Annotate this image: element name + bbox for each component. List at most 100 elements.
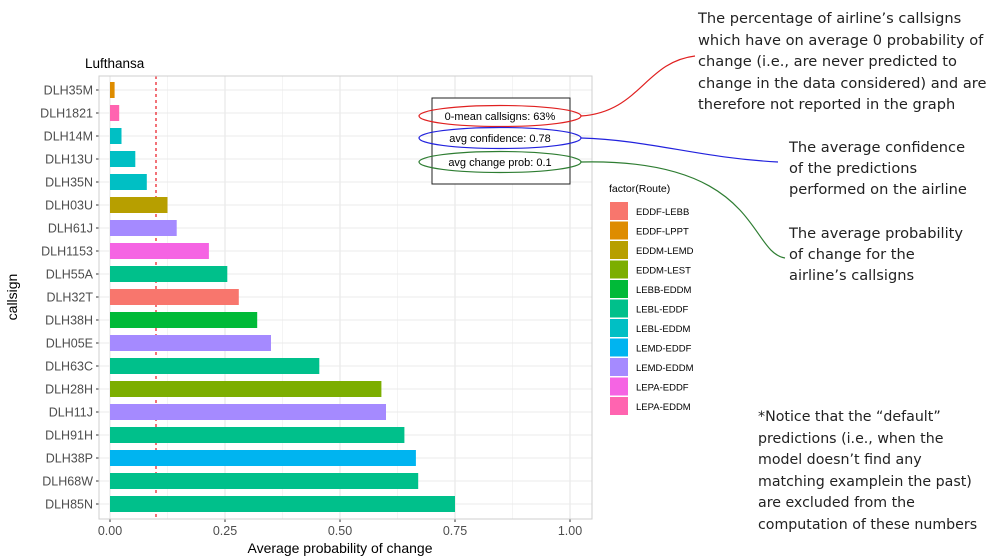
legend-swatch-lemd-eddm xyxy=(610,358,628,376)
bar-dlh35m xyxy=(110,82,115,98)
legend-label: LEPA-EDDF xyxy=(636,383,689,394)
annotation-line: performed on the airline xyxy=(789,181,967,198)
bar-dlh13u xyxy=(110,151,136,167)
y-axis-ticks: DLH35M DLH1821 DLH14M DLH13U DLH35N DLH03U DLH… xyxy=(40,84,99,512)
y-tick-label: DLH1153 xyxy=(41,245,93,259)
y-tick-label: DLH38H xyxy=(45,314,93,328)
legend-label: EDDM-LEMD xyxy=(636,246,694,257)
legend-label: LEPA-EDDM xyxy=(636,402,691,413)
bars xyxy=(110,82,455,512)
annotation-line: predictions (i.e., when the xyxy=(758,430,944,447)
annotation-change-prob: The average probability of change for the… xyxy=(789,223,963,286)
annotation-line: of the predictions xyxy=(789,160,918,177)
legend-label: EDDF-LEBB xyxy=(636,207,689,218)
stats-box: 0-mean callsigns: 63% avg confidence: 0.7… xyxy=(418,97,582,185)
bar-dlh68w xyxy=(110,473,419,489)
bar-dlh61j xyxy=(110,220,177,236)
x-tick-label: 0.75 xyxy=(443,524,467,538)
annotation-line: computation of these numbers xyxy=(758,516,978,533)
panel-border xyxy=(98,75,593,520)
legend-swatch-lebl-eddm xyxy=(610,319,628,337)
annotation-confidence: The average confidence of the predictions… xyxy=(789,137,967,200)
y-tick-label: DLH03U xyxy=(45,199,93,213)
stats-line-3: avg change prob: 0.1 xyxy=(448,157,551,169)
y-tick-label: DLH91H xyxy=(45,429,93,443)
annotation-line: which have on average 0 probability of xyxy=(698,31,984,49)
annotation-line: model doesn’t find any xyxy=(758,452,922,468)
bar-dlh03u xyxy=(110,197,168,213)
y-tick-label: DLH63C xyxy=(45,360,93,374)
bar-dlh1153 xyxy=(110,243,209,259)
bar-dlh28h xyxy=(110,381,382,397)
y-tick-label: DLH28H xyxy=(45,383,93,397)
y-tick-label: DLH35N xyxy=(45,176,93,190)
chart-title: Lufthansa xyxy=(85,56,145,71)
legend-label: LEBL-EDDM xyxy=(636,324,690,335)
bar-dlh11j xyxy=(110,404,386,420)
legend-label: EDDM-LEST xyxy=(636,266,691,277)
bar-dlh32t xyxy=(110,289,239,305)
annotation-line: The average probability xyxy=(789,225,964,242)
x-tick-label: 1.00 xyxy=(558,524,582,538)
legend-label: LEMD-EDDM xyxy=(636,363,694,374)
annotation-line: The percentage of airline’s callsigns xyxy=(698,10,962,27)
bar-dlh85n xyxy=(110,496,455,512)
legend-swatch-eddf-lebb xyxy=(610,202,628,220)
legend-swatch-lebl-eddf xyxy=(610,299,628,318)
annotation-line: change in the data considered) and are xyxy=(698,74,987,92)
annotation-connectors xyxy=(580,55,786,259)
bar-dlh05e xyxy=(110,335,271,351)
legend: factor(Route) EDDF-LEBB EDDF-LPPT EDDM-LEMD… xyxy=(609,183,694,415)
legend-swatch-lemd-eddf xyxy=(610,338,628,357)
legend-label: LEBL-EDDF xyxy=(636,305,688,316)
x-tick-label: 0.50 xyxy=(328,524,352,538)
stats-box-frame xyxy=(431,97,571,185)
annotation-default-note: *Notice that the “default” predictions (i… xyxy=(758,407,977,536)
bar-dlh63c xyxy=(110,358,320,374)
y-tick-label: DLH05E xyxy=(46,337,93,351)
legend-swatch-lepa-eddm xyxy=(610,397,628,415)
bar-dlh1821 xyxy=(110,105,120,121)
annotation-line: The average confidence xyxy=(789,139,966,156)
bar-dlh38h xyxy=(110,312,258,328)
x-tick-label: 0.00 xyxy=(98,524,122,538)
legend-swatch-eddm-lemd xyxy=(610,241,628,259)
y-tick-label: DLH32T xyxy=(46,291,93,305)
legend-label: EDDF-LPPT xyxy=(636,227,689,238)
y-axis-title: callsign xyxy=(4,274,20,321)
annotation-line: matching examplein the past) xyxy=(758,473,972,490)
y-tick-label: DLH1821 xyxy=(40,107,93,121)
x-axis-title: Average probability of change xyxy=(248,540,433,556)
y-tick-label: DLH68W xyxy=(42,475,93,489)
y-tick-label: DLH38P xyxy=(46,452,93,466)
annotation-line: of change for the xyxy=(789,246,915,263)
y-tick-label: DLH35M xyxy=(44,84,93,98)
annotation-line: change (i.e., are never predicted to xyxy=(698,53,957,70)
x-tick-label: 0.25 xyxy=(213,524,237,538)
bar-dlh14m xyxy=(110,128,122,144)
legend-swatch-lepa-eddf xyxy=(610,377,628,396)
legend-title: factor(Route) xyxy=(609,183,670,195)
bar-dlh55a xyxy=(110,266,228,282)
bar-dlh35n xyxy=(110,174,147,190)
stats-line-2: avg confidence: 0.78 xyxy=(449,133,551,145)
y-tick-label: DLH11J xyxy=(49,406,93,420)
y-tick-label: DLH14M xyxy=(44,130,93,144)
stats-line-1: 0-mean callsigns: 63% xyxy=(445,111,556,123)
bar-dlh38p xyxy=(110,450,416,466)
annotation-zero-mean: The percentage of airline’s callsigns whi… xyxy=(698,8,986,116)
y-tick-label: DLH13U xyxy=(45,153,93,167)
legend-swatch-lebb-eddm xyxy=(610,280,628,298)
annotation-line: therefore not reported in the graph xyxy=(698,96,956,113)
connector-change-prob xyxy=(580,161,786,259)
legend-label: LEBB-EDDM xyxy=(636,285,692,296)
legend-swatch-eddm-lest xyxy=(610,260,628,279)
annotation-line: airline’s callsigns xyxy=(789,267,915,284)
x-axis-ticks: 0.00 0.25 0.50 0.75 1.00 xyxy=(98,519,582,538)
connector-zero-mean xyxy=(580,55,696,117)
y-tick-label: DLH61J xyxy=(48,222,93,236)
bar-dlh91h xyxy=(110,427,405,443)
y-tick-label: DLH55A xyxy=(46,268,94,282)
annotation-line: *Notice that the “default” xyxy=(758,409,941,425)
